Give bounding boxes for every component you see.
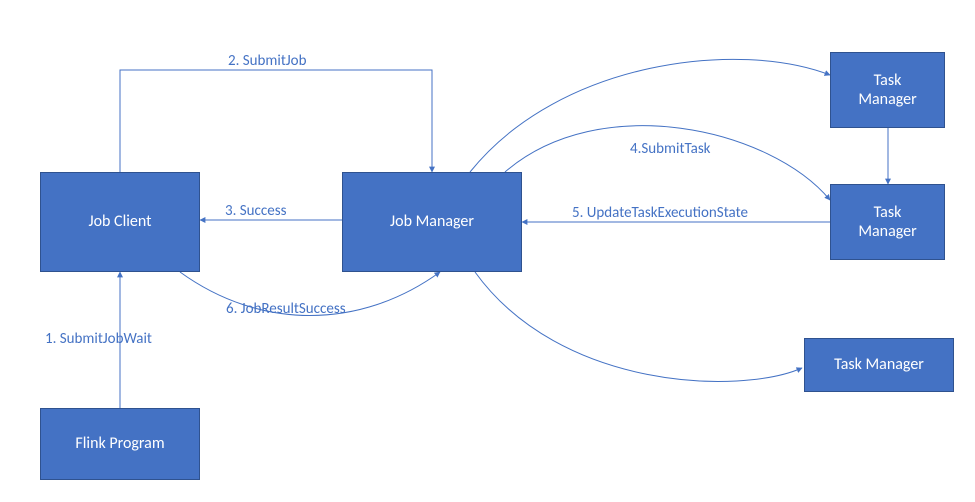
node-label: Job Manager (390, 212, 474, 231)
edge-label-e1: 1. SubmitJobWait (45, 330, 152, 348)
node-task-mgr-1: Task Manager (830, 52, 945, 128)
edge-label-e4: 4.SubmitTask (630, 140, 711, 158)
node-job-client: Job Client (40, 172, 200, 272)
edge-e2 (120, 70, 432, 172)
node-task-mgr-2: Task Manager (830, 184, 945, 260)
node-task-mgr-3: Task Manager (804, 338, 954, 392)
node-flink-program: Flink Program (40, 408, 200, 480)
edge-label-e2: 2. SubmitJob (228, 52, 306, 70)
node-label: Flink Program (75, 434, 164, 453)
edge-e4 (505, 126, 830, 200)
node-label: Task Manager (858, 203, 916, 241)
edge-label-e6: 6. JobResultSuccess (226, 300, 346, 318)
diagram-canvas: Flink Program Job Client Job Manager Task M… (0, 0, 975, 502)
edge-label-e5: 5. UpdateTaskExecutionState (572, 204, 748, 222)
node-label: Task Manager (834, 355, 924, 374)
edge-e_jm_tm3 (475, 272, 802, 381)
edge-label-e3: 3. Success (225, 202, 286, 220)
node-label: Task Manager (858, 71, 916, 109)
node-label: Job Client (88, 212, 151, 231)
node-job-manager: Job Manager (342, 172, 522, 272)
